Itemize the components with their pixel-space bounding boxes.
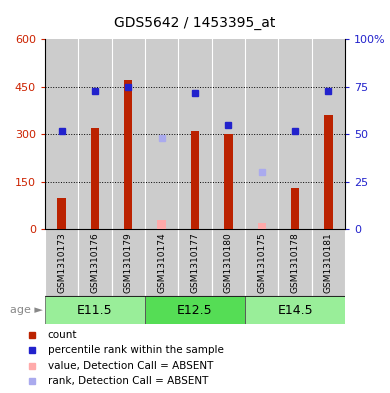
- Bar: [91, 128, 99, 230]
- Text: GDS5642 / 1453395_at: GDS5642 / 1453395_at: [114, 16, 276, 30]
- Text: GSM1310179: GSM1310179: [124, 232, 133, 293]
- Text: GSM1310176: GSM1310176: [90, 232, 99, 293]
- Bar: [158, 220, 166, 230]
- Bar: [212, 230, 245, 296]
- Bar: [145, 296, 245, 324]
- Bar: [78, 230, 112, 296]
- Text: GSM1310181: GSM1310181: [324, 232, 333, 293]
- Bar: [278, 230, 312, 296]
- Bar: [278, 39, 312, 230]
- Bar: [312, 39, 345, 230]
- Bar: [78, 39, 112, 230]
- Text: E11.5: E11.5: [77, 303, 113, 317]
- Bar: [245, 230, 278, 296]
- Text: count: count: [48, 330, 77, 340]
- Text: rank, Detection Call = ABSENT: rank, Detection Call = ABSENT: [48, 376, 208, 386]
- Bar: [45, 296, 145, 324]
- Bar: [212, 39, 245, 230]
- Text: age ►: age ►: [10, 305, 43, 315]
- Text: GSM1310173: GSM1310173: [57, 232, 66, 293]
- Bar: [245, 296, 345, 324]
- Text: GSM1310177: GSM1310177: [190, 232, 200, 293]
- Bar: [112, 39, 145, 230]
- Bar: [124, 81, 133, 230]
- Text: GSM1310175: GSM1310175: [257, 232, 266, 293]
- Text: percentile rank within the sample: percentile rank within the sample: [48, 345, 223, 356]
- Bar: [45, 39, 78, 230]
- Bar: [112, 230, 145, 296]
- Bar: [312, 230, 345, 296]
- Bar: [145, 230, 178, 296]
- Bar: [45, 230, 78, 296]
- Text: GSM1310178: GSM1310178: [291, 232, 300, 293]
- Bar: [224, 134, 232, 230]
- Bar: [324, 115, 333, 230]
- Bar: [191, 131, 199, 230]
- Text: GSM1310180: GSM1310180: [224, 232, 233, 293]
- Bar: [291, 188, 299, 230]
- Bar: [178, 39, 212, 230]
- Bar: [257, 223, 266, 230]
- Text: value, Detection Call = ABSENT: value, Detection Call = ABSENT: [48, 361, 213, 371]
- Bar: [57, 198, 66, 230]
- Text: GSM1310174: GSM1310174: [157, 232, 166, 293]
- Bar: [145, 39, 178, 230]
- Bar: [178, 230, 212, 296]
- Bar: [245, 39, 278, 230]
- Text: E12.5: E12.5: [177, 303, 213, 317]
- Text: E14.5: E14.5: [277, 303, 313, 317]
